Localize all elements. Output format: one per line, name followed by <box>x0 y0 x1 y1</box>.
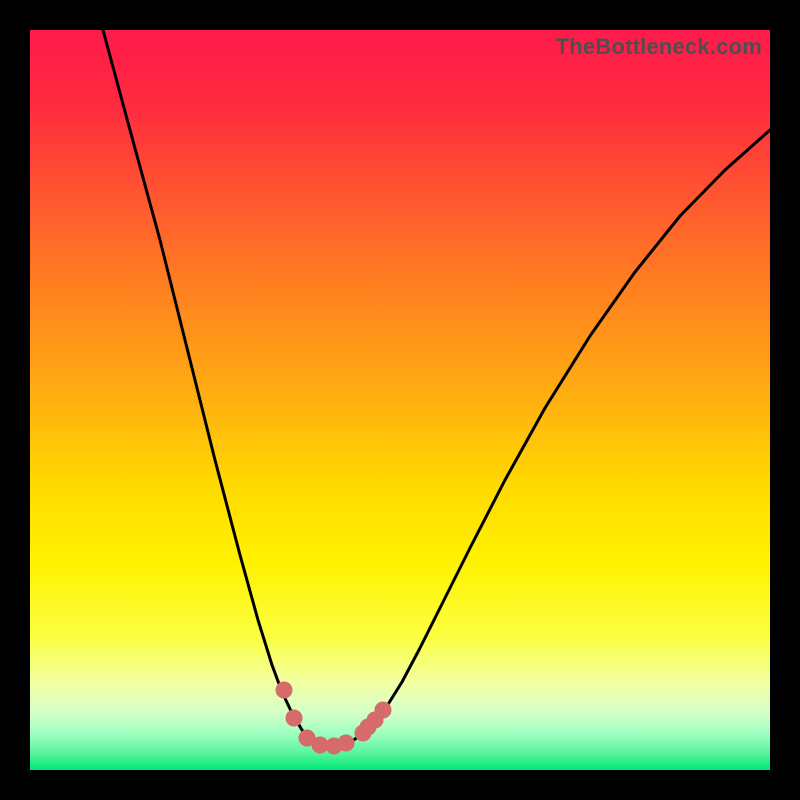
watermark-text: TheBottleneck.com <box>556 34 762 60</box>
frame-bottom <box>0 770 800 800</box>
plot-area: TheBottleneck.com <box>30 30 770 770</box>
frame-left <box>0 0 30 800</box>
marker-point <box>375 702 391 718</box>
chart-svg <box>30 30 770 770</box>
frame-top <box>0 0 800 30</box>
frame-right <box>770 0 800 800</box>
marker-point <box>286 710 302 726</box>
chart-background <box>30 30 770 770</box>
marker-point <box>338 735 354 751</box>
marker-point <box>276 682 292 698</box>
